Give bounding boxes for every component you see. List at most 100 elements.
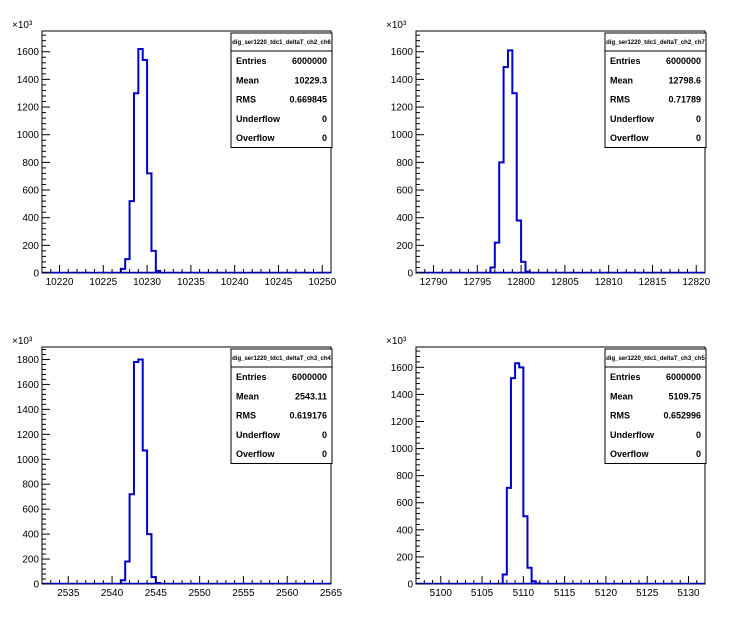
x-tick-label: 12795 — [463, 277, 491, 288]
x-tick-label: 2560 — [276, 588, 299, 599]
x-tick-label: 2535 — [57, 588, 80, 599]
stats-box: dig_ser1220_tdc1_deltaT_ch2_ch6 Entries 60… — [230, 32, 333, 148]
x-tick-label: 10245 — [265, 277, 293, 288]
y-tick-label: 1200 — [391, 417, 414, 428]
y-tick-label: 1000 — [17, 130, 40, 141]
stats-row-label: RMS — [610, 95, 630, 105]
x-tick-label: 12790 — [420, 277, 448, 288]
stats-title: dig_ser1220_tdc1_deltaT_ch3_ch4 — [232, 356, 331, 362]
x-tick-label: 12800 — [507, 277, 535, 288]
histogram-panel: 5100 5105 5110 5115 5120 5125 5130 0 200 400 600 80… — [386, 336, 707, 599]
stats-row-label: Overflow — [236, 449, 276, 459]
stats-box: dig_ser1220_tdc1_deltaT_ch3_ch5 Entries 60… — [604, 348, 707, 464]
y-tick-label: 1400 — [17, 405, 40, 416]
stats-row-value: 6000000 — [666, 56, 701, 66]
stats-row-value: 6000000 — [666, 372, 701, 382]
stats-row-label: Underflow — [236, 114, 281, 124]
stats-row-label: Entries — [236, 372, 267, 382]
x-tick-label: 10220 — [46, 277, 74, 288]
y-tick-label: 800 — [22, 480, 39, 491]
stats-row-label: Mean — [610, 391, 633, 401]
stats-row-value: 0 — [696, 114, 701, 124]
y-tick-label: 1000 — [391, 130, 414, 141]
y-tick-label: 0 — [407, 269, 413, 280]
x-tick-label: 5110 — [513, 588, 535, 599]
x-tick-label: 10230 — [133, 277, 161, 288]
stats-row-label: Underflow — [610, 430, 655, 440]
stats-row-label: Entries — [610, 372, 641, 382]
y-tick-label: 400 — [396, 525, 413, 536]
stats-title: dig_ser1220_tdc1_deltaT_ch2_ch6 — [232, 40, 331, 46]
y-tick-label: 1800 — [17, 355, 40, 366]
y-tick-label: 0 — [407, 580, 413, 591]
stats-row-value: 0 — [696, 430, 701, 440]
stats-row-label: Mean — [236, 391, 259, 401]
y-exponent-label: ×10³ — [12, 336, 33, 347]
stats-box-frame — [230, 32, 333, 148]
x-tick-label: 2550 — [189, 588, 212, 599]
y-tick-label: 200 — [396, 552, 413, 563]
stats-row-value: 5109.75 — [668, 391, 701, 401]
stats-row-label: Mean — [236, 75, 259, 85]
stats-box: dig_ser1220_tdc1_deltaT_ch2_ch7 Entries 60… — [604, 32, 707, 148]
x-tick-label: 10235 — [177, 277, 205, 288]
y-tick-label: 1400 — [391, 75, 414, 86]
histogram-line — [119, 47, 162, 273]
stats-row-label: Mean — [610, 75, 633, 85]
y-tick-label: 1600 — [391, 363, 414, 374]
y-tick-label: 600 — [22, 186, 39, 197]
stats-row-label: Entries — [236, 56, 267, 66]
stats-row-value: 0.71789 — [668, 95, 701, 105]
stats-row-value: 0 — [322, 133, 327, 143]
stats-row-value: 6000000 — [292, 56, 327, 66]
stats-row-value: 12798.6 — [668, 75, 701, 85]
stats-row-value: 2543.11 — [295, 391, 327, 401]
stats-row-label: Underflow — [236, 430, 281, 440]
stats-row-label: Underflow — [610, 114, 655, 124]
stats-row-label: Overflow — [610, 133, 650, 143]
y-tick-label: 1000 — [391, 444, 414, 455]
stats-row-label: RMS — [236, 95, 256, 105]
stats-box-frame — [230, 348, 333, 464]
y-tick-label: 1600 — [391, 47, 414, 58]
stats-row-value: 0.619176 — [289, 411, 327, 421]
y-tick-label: 1400 — [391, 390, 414, 401]
x-tick-label: 12810 — [595, 277, 623, 288]
x-tick-label: 5115 — [554, 588, 576, 599]
stats-box: dig_ser1220_tdc1_deltaT_ch3_ch4 Entries 60… — [230, 348, 333, 464]
histogram-line — [489, 49, 531, 273]
y-tick-label: 1600 — [17, 47, 40, 58]
stats-row-value: 10229.3 — [294, 75, 327, 85]
y-tick-label: 1200 — [17, 430, 40, 441]
stats-row-label: RMS — [610, 411, 630, 421]
stats-row-label: Overflow — [236, 133, 276, 143]
y-tick-label: 200 — [396, 241, 413, 252]
x-tick-label: 2555 — [232, 588, 255, 599]
histogram-panel: 2535 2540 2545 2550 2555 2560 2565 0 200 400 600 80… — [12, 336, 343, 599]
y-tick-label: 1200 — [391, 103, 414, 114]
y-tick-label: 600 — [396, 186, 413, 197]
stats-row-label: RMS — [236, 411, 256, 421]
histogram-panel: 12790 12795 12800 12805 12810 12815 12820 0 200 4… — [386, 20, 711, 288]
x-tick-label: 5100 — [430, 588, 453, 599]
x-tick-label: 12820 — [682, 277, 710, 288]
x-tick-label: 10225 — [89, 277, 117, 288]
x-tick-label: 5120 — [595, 588, 618, 599]
stats-row-value: 0.652996 — [663, 411, 701, 421]
x-tick-label: 10240 — [221, 277, 249, 288]
stats-row-value: 0 — [696, 449, 701, 459]
y-exponent-label: ×10³ — [386, 336, 407, 347]
y-tick-label: 600 — [396, 498, 413, 509]
y-tick-label: 600 — [22, 505, 39, 516]
histogram-line — [119, 358, 162, 585]
stats-box-frame — [604, 348, 707, 464]
y-exponent-label: ×10³ — [12, 20, 33, 31]
stats-row-label: Overflow — [610, 449, 650, 459]
x-tick-label: 2545 — [145, 588, 168, 599]
stats-row-value: 0 — [322, 114, 327, 124]
y-tick-label: 0 — [33, 580, 39, 591]
stats-title: dig_ser1220_tdc1_deltaT_ch2_ch7 — [606, 40, 705, 46]
x-tick-label: 12805 — [551, 277, 579, 288]
stats-title: dig_ser1220_tdc1_deltaT_ch3_ch5 — [606, 356, 705, 362]
